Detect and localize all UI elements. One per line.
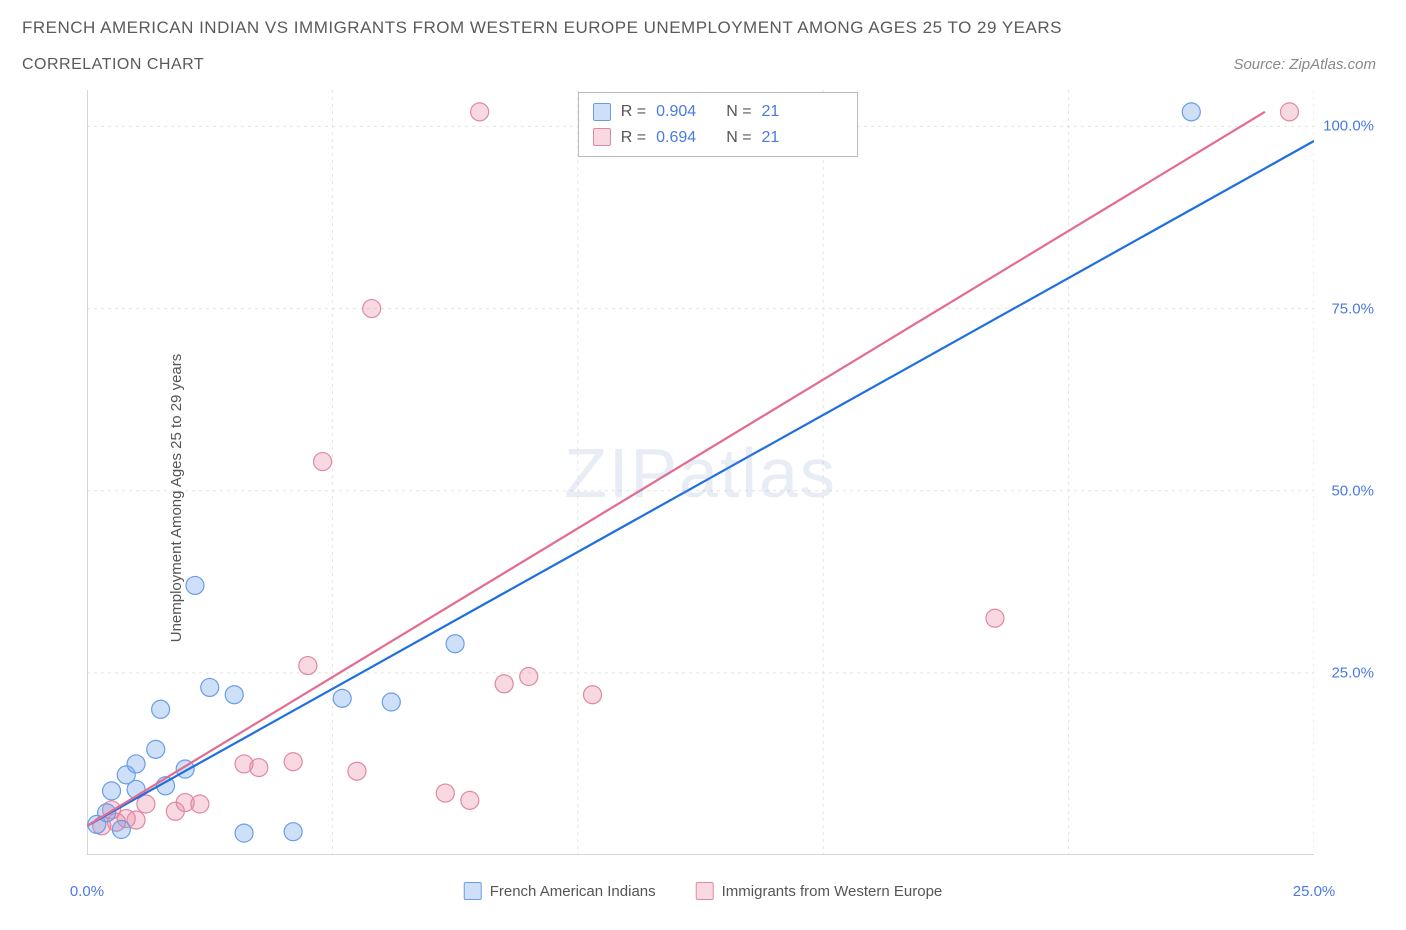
n-label: N = bbox=[726, 125, 751, 151]
legend-item: French American Indians bbox=[464, 882, 656, 900]
r-label: R = bbox=[621, 125, 646, 151]
y-tick-label: 25.0% bbox=[1331, 664, 1374, 681]
r-value: 0.904 bbox=[656, 99, 696, 125]
n-label: N = bbox=[726, 99, 751, 125]
chart-container: Unemployment Among Ages 25 to 29 years Z… bbox=[22, 85, 1384, 910]
r-value: 0.694 bbox=[656, 125, 696, 151]
chart-title: FRENCH AMERICAN INDIAN VS IMMIGRANTS FRO… bbox=[22, 18, 1062, 38]
bottom-legend: French American Indians Immigrants from W… bbox=[464, 882, 943, 900]
scatter-plot-svg bbox=[87, 90, 1314, 855]
n-value: 21 bbox=[762, 125, 780, 151]
r-label: R = bbox=[621, 99, 646, 125]
legend-swatch bbox=[696, 882, 714, 900]
source-attribution: Source: ZipAtlas.com bbox=[1233, 56, 1376, 73]
legend-swatch bbox=[464, 882, 482, 900]
y-tick-label: 100.0% bbox=[1323, 118, 1374, 135]
n-value: 21 bbox=[762, 99, 780, 125]
y-tick-label: 50.0% bbox=[1331, 482, 1374, 499]
legend-label: French American Indians bbox=[490, 883, 656, 900]
stat-swatch bbox=[593, 128, 611, 146]
chart-subtitle: CORRELATION CHART bbox=[22, 56, 204, 74]
y-tick-label: 75.0% bbox=[1331, 300, 1374, 317]
plot-area: ZIPatlas R =0.904N =21R =0.694N =21 25.0… bbox=[87, 90, 1314, 855]
legend-label: Immigrants from Western Europe bbox=[722, 883, 943, 900]
stat-row: R = 0.694 N = 21 bbox=[593, 125, 843, 151]
x-tick-label: 25.0% bbox=[1293, 883, 1336, 900]
x-tick-label: 0.0% bbox=[70, 883, 104, 900]
correlation-stats-panel: R = 0.904 N = 21 R = 0.694 N = 21 bbox=[578, 92, 858, 157]
legend-item: Immigrants from Western Europe bbox=[696, 882, 943, 900]
stat-swatch bbox=[593, 103, 611, 121]
stat-row: R = 0.904 N = 21 bbox=[593, 99, 843, 125]
